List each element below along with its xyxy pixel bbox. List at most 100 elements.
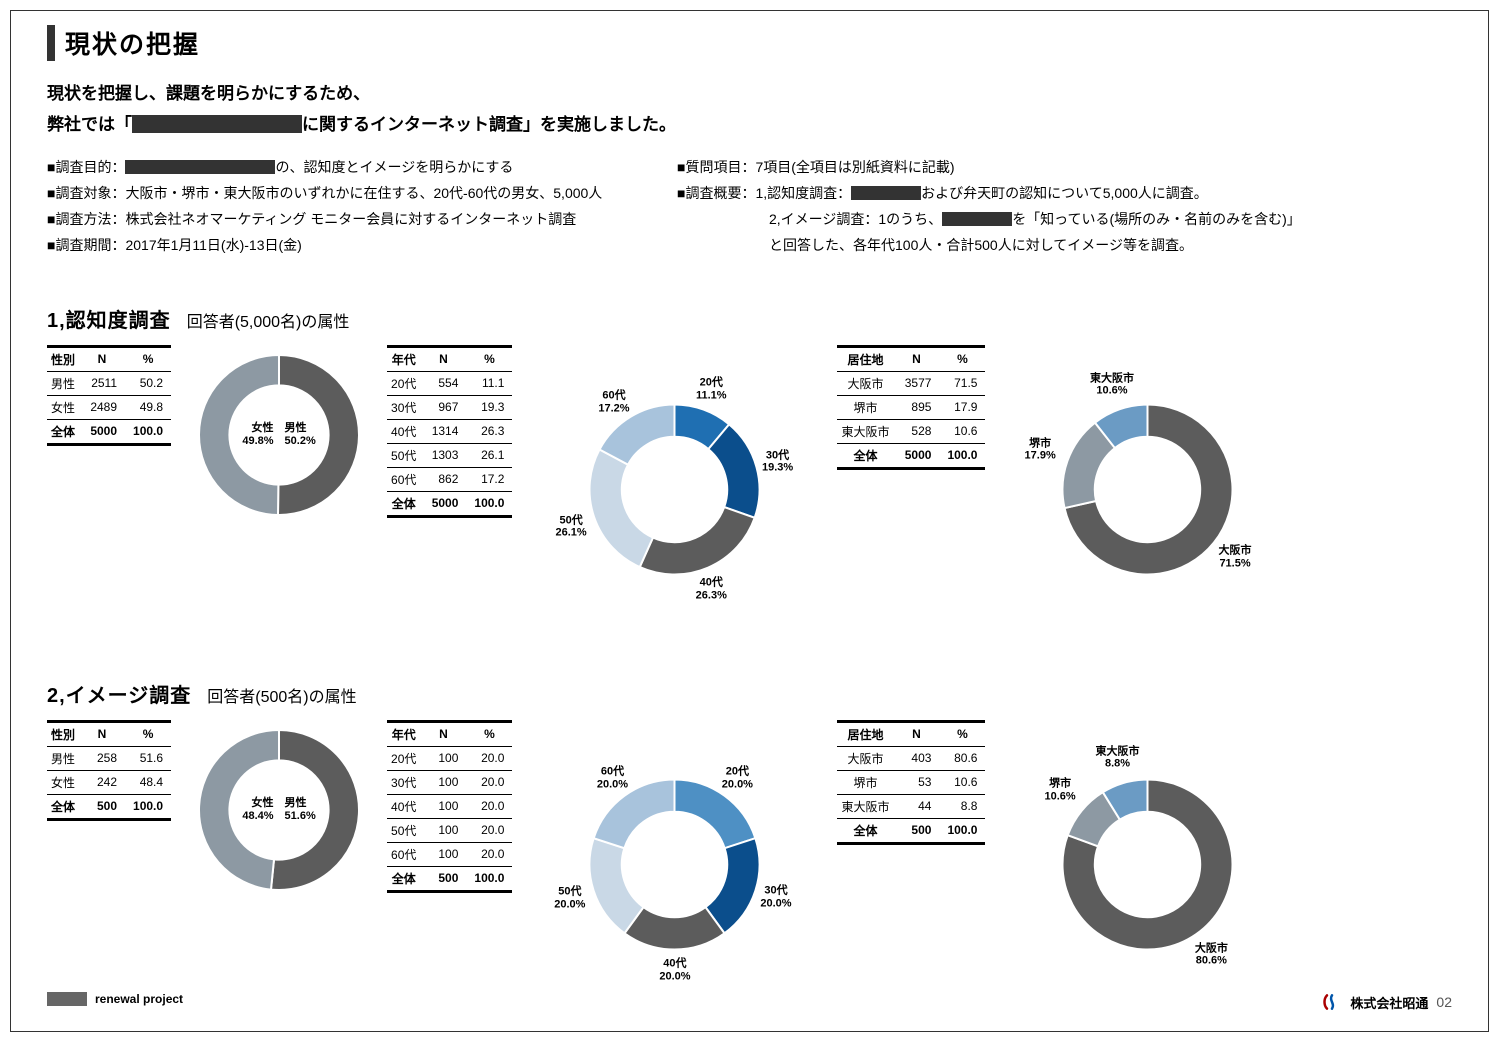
donut-center-label: 女性 男性48.4% 51.6% <box>242 796 315 822</box>
table-row: 20代55411.1 <box>387 371 512 395</box>
col-header: % <box>125 721 171 746</box>
table-row: 30代96719.3 <box>387 395 512 419</box>
page-title-wrap: 現状の把握 <box>47 25 1452 61</box>
col-header: N <box>79 721 125 746</box>
col-header: % <box>939 346 985 371</box>
data-table: 年代N%20代55411.130代96719.340代131426.350代13… <box>387 345 512 518</box>
redacted-mask <box>132 115 302 133</box>
donut-slice-label: 60代20.0% <box>597 765 628 790</box>
section-2-row: 性別N%男性25851.6女性24248.4全体500100.0女性 男性48.… <box>47 720 1452 1009</box>
footer-right: 株式会社昭通 02 <box>1322 992 1452 1012</box>
donut-chart: 20代11.1% 30代19.3% 40代26.3% 50代26.1% 60代17.2% <box>530 345 819 634</box>
col-header: 年代 <box>387 721 420 746</box>
donut-slice-label: 東大阪市8.8% <box>1096 745 1140 770</box>
col-header: 居住地 <box>837 346 893 371</box>
donut-slice-label: 東大阪市10.6% <box>1090 372 1134 397</box>
table-row: 40代131426.3 <box>387 419 512 443</box>
subtitle-2a: 弊社では「 <box>47 115 132 134</box>
col-header: 居住地 <box>837 721 893 746</box>
table-row: 50代130326.1 <box>387 443 512 467</box>
donut-slice-label: 30代20.0% <box>760 884 791 909</box>
spec-item: ■調査期間：2017年1月11日(水)-13日(金) <box>47 233 647 259</box>
footer-company: 株式会社昭通 <box>1350 993 1428 1012</box>
footer-redacted <box>47 992 87 1006</box>
donut-chart: 女性 男性49.8% 50.2% <box>189 345 369 525</box>
spec-item: ■調査概要：1,認知度調査：および弁天町の認知について5,000人に調査。 <box>677 181 1452 207</box>
table-row: 60代86217.2 <box>387 467 512 491</box>
donut-slice-label: 40代26.3% <box>696 576 727 601</box>
table-row: 20代10020.0 <box>387 746 512 770</box>
section-1-row: 性別N%男性251150.2女性248949.8全体5000100.0 女性 男性… <box>47 345 1452 634</box>
company-logo-icon <box>1322 992 1342 1012</box>
donut-slice-label: 堺市10.6% <box>1044 778 1075 803</box>
donut-slice-label: 20代20.0% <box>722 765 753 790</box>
col-header: % <box>466 721 512 746</box>
page-number: 02 <box>1436 994 1452 1010</box>
donut-slice-label: 50代20.0% <box>554 886 585 911</box>
table-row: 堺市89517.9 <box>837 395 985 419</box>
data-table: 性別N%男性251150.2女性248949.8全体5000100.0 <box>47 345 171 446</box>
spec-item: ■調査方法：株式会社ネオマーケティング モニター会員に対するインターネット調査 <box>47 207 647 233</box>
donut-chart: 女性 男性48.4% 51.6% <box>189 720 369 900</box>
donut-slice-label: 大阪市71.5% <box>1219 544 1252 569</box>
page-title: 現状の把握 <box>65 25 200 61</box>
subtitle-2b: に関するインターネット調査」を実施しました。 <box>302 115 676 134</box>
table-row: 大阪市357771.5 <box>837 371 985 395</box>
survey-spec: ■調査目的：の、認知度とイメージを明らかにする■調査対象：大阪市・堺市・東大阪市… <box>47 155 1452 259</box>
spec-item: 2,イメージ調査：1のうち、を「知っている(場所のみ・名前のみを含む)」 <box>677 207 1452 233</box>
col-header: N <box>420 346 466 371</box>
table-row: 男性251150.2 <box>47 371 171 395</box>
col-header: N <box>893 721 939 746</box>
section-1-title: 1,認知度調査 <box>47 304 171 333</box>
data-table: 居住地N%大阪市357771.5堺市89517.9東大阪市52810.6全体50… <box>837 345 985 470</box>
spec-left-col: ■調査目的：の、認知度とイメージを明らかにする■調査対象：大阪市・堺市・東大阪市… <box>47 155 647 259</box>
donut-chart: 大阪市71.5% 堺市17.9% 東大阪市10.6% <box>1003 345 1292 634</box>
col-header: N <box>420 721 466 746</box>
donut-slice-label: 30代19.3% <box>762 449 793 474</box>
spec-item: ■調査目的：の、認知度とイメージを明らかにする <box>47 155 647 181</box>
col-header: 性別 <box>47 721 79 746</box>
footer-left: renewal project <box>47 992 183 1006</box>
data-table: 年代N%20代10020.030代10020.040代10020.050代100… <box>387 720 512 893</box>
donut-slice-label: 50代26.1% <box>555 514 586 539</box>
col-header: % <box>939 721 985 746</box>
donut-slice-label: 堺市17.9% <box>1025 437 1056 462</box>
col-header: 性別 <box>47 346 79 371</box>
section-1-head: 1,認知度調査 回答者(5,000名)の属性 <box>47 304 1452 333</box>
title-bar <box>47 25 55 61</box>
page-footer: renewal project 株式会社昭通 02 <box>0 992 1499 1022</box>
donut-slice-label: 60代17.2% <box>598 389 629 414</box>
spec-item: ■調査対象：大阪市・堺市・東大阪市のいずれかに在住する、20代-60代の男女、5… <box>47 181 647 207</box>
footer-project: renewal project <box>95 992 183 1006</box>
col-header: % <box>125 346 171 371</box>
subtitle-line-2: 弊社では「 に関するインターネット調査」を実施しました。 <box>47 110 1452 135</box>
data-table: 居住地N%大阪市40380.6堺市5310.6東大阪市448.8全体500100… <box>837 720 985 845</box>
col-header: % <box>466 346 512 371</box>
spec-item: ■質問項目：7項目(全項目は別紙資料に記載) <box>677 155 1452 181</box>
section-2-title: 2,イメージ調査 <box>47 679 191 708</box>
subtitle-line-1: 現状を把握し、課題を明らかにするため、 <box>47 79 1452 104</box>
table-row: 東大阪市448.8 <box>837 794 985 818</box>
spec-right-col: ■質問項目：7項目(全項目は別紙資料に記載)■調査概要：1,認知度調査：および弁… <box>677 155 1452 259</box>
section-2-head: 2,イメージ調査 回答者(500名)の属性 <box>47 679 1452 708</box>
donut-chart: 20代20.0% 30代20.0% 40代20.0% 50代20.0% 60代20.0% <box>530 720 819 1009</box>
table-row: 大阪市40380.6 <box>837 746 985 770</box>
table-row: 50代10020.0 <box>387 818 512 842</box>
donut-chart: 大阪市80.6% 堺市10.6% 東大阪市8.8% <box>1003 720 1292 1009</box>
table-row: 30代10020.0 <box>387 770 512 794</box>
donut-slice-label: 大阪市80.6% <box>1195 942 1228 967</box>
table-row: 男性25851.6 <box>47 746 171 770</box>
section-1-sub: 回答者(5,000名)の属性 <box>187 308 350 332</box>
table-row: 東大阪市52810.6 <box>837 419 985 443</box>
table-row: 女性248949.8 <box>47 395 171 419</box>
table-row: 堺市5310.6 <box>837 770 985 794</box>
col-header: N <box>79 346 125 371</box>
col-header: N <box>893 346 939 371</box>
table-row: 60代10020.0 <box>387 842 512 866</box>
donut-slice-label: 40代20.0% <box>659 958 690 983</box>
donut-center-label: 女性 男性49.8% 50.2% <box>242 421 315 447</box>
table-row: 女性24248.4 <box>47 770 171 794</box>
donut-slice-label: 20代11.1% <box>696 377 727 402</box>
section-2-sub: 回答者(500名)の属性 <box>207 683 356 707</box>
spec-item: と回答した、各年代100人・合計500人に対してイメージ等を調査。 <box>677 233 1452 259</box>
